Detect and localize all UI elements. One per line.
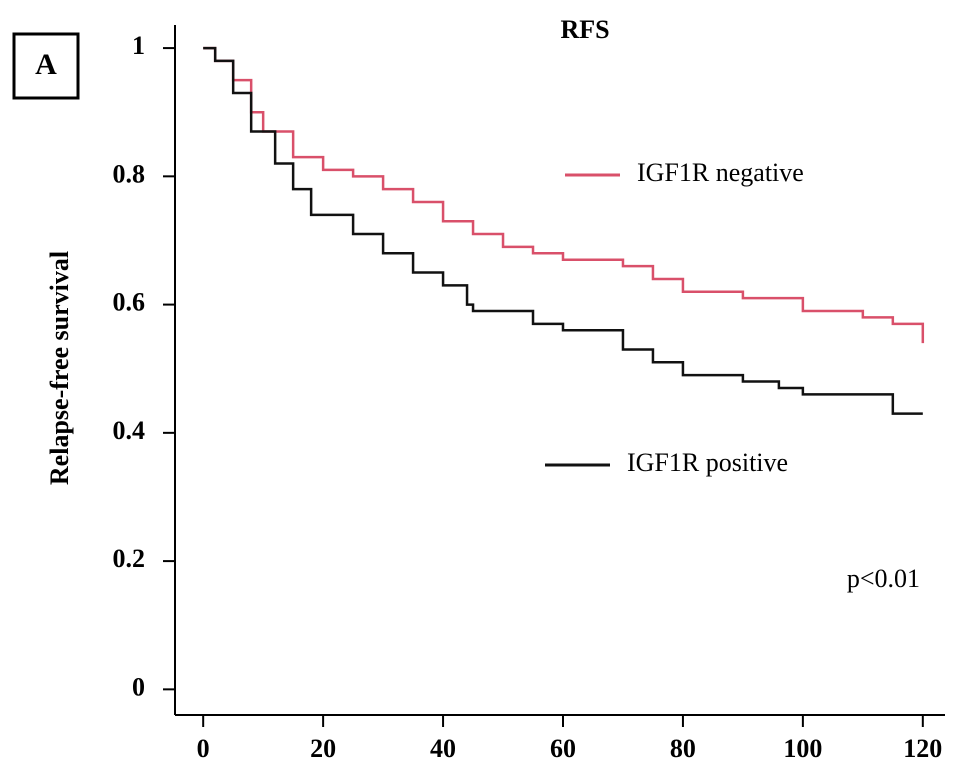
- panel-box: [12, 32, 80, 100]
- survival-line: [203, 46, 923, 415]
- y-axis-label: Relapse-free survival: [45, 251, 74, 485]
- y-tick-label: 0.4: [113, 416, 146, 445]
- chart-title: RFS: [560, 15, 609, 44]
- y-tick-label: 0: [132, 672, 145, 701]
- annotation: p<0.01: [847, 564, 920, 593]
- y-tick-label: 1: [132, 31, 145, 60]
- x-tick-label: 0: [197, 734, 210, 763]
- panel-label: A: [35, 48, 57, 81]
- y-tick-label: 0.6: [113, 288, 146, 317]
- y-tick-label: 0.8: [113, 159, 146, 188]
- survival-line: [203, 46, 925, 344]
- x-tick-label: 60: [550, 734, 576, 763]
- x-tick-label: 80: [670, 734, 696, 763]
- legend-label: IGF1R positive: [627, 448, 788, 477]
- legend-label: IGF1R negative: [637, 158, 804, 187]
- y-tick-label: 0.2: [113, 544, 146, 573]
- x-tick-label: 40: [430, 734, 456, 763]
- x-tick-label: 100: [783, 734, 822, 763]
- x-tick-label: 120: [903, 734, 942, 763]
- x-tick-label: 20: [310, 734, 336, 763]
